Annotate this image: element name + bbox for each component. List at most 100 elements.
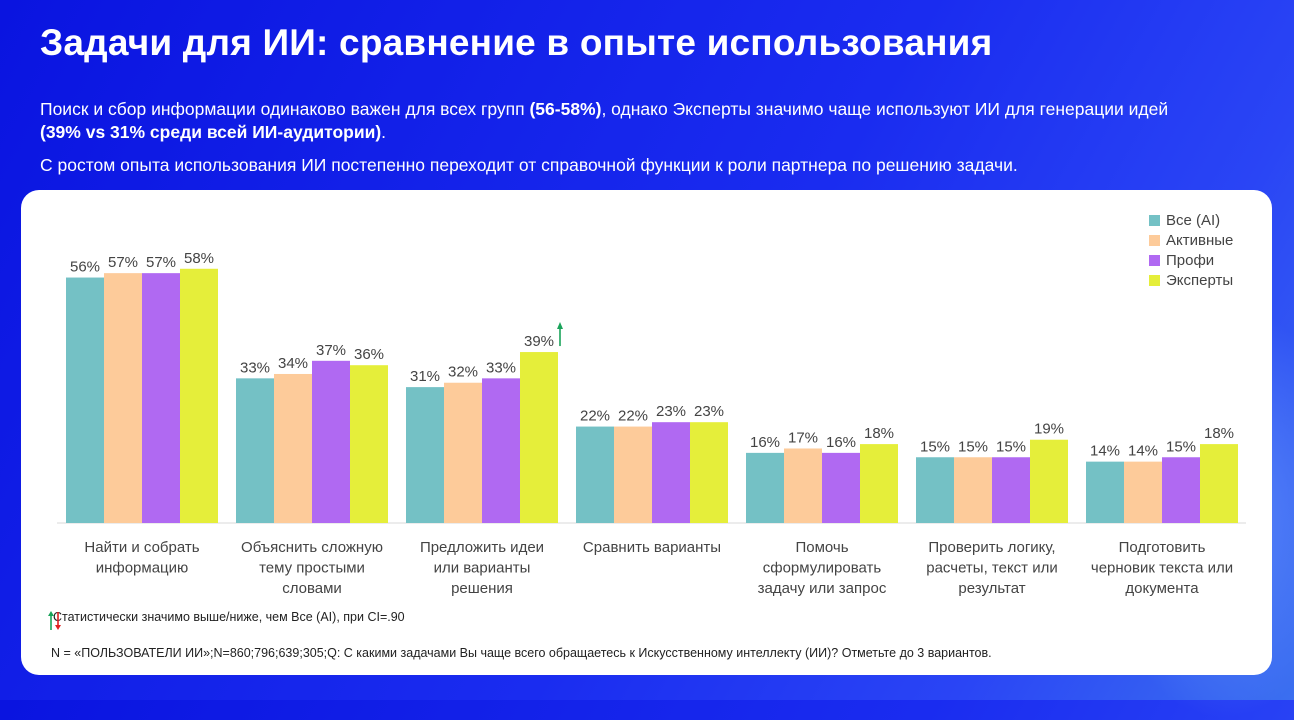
category-label-line: Объяснить сложную <box>241 539 383 556</box>
bar <box>142 273 180 523</box>
category-label: Предложить идеи или варианты решения <box>420 539 544 597</box>
bar-chart: 56% 57% 57% 58% Найти и собрать информацию 33%… <box>57 250 1246 597</box>
category-label-line: Сравнить варианты <box>583 539 721 556</box>
bar <box>916 457 954 523</box>
bar-value-label: 33% <box>240 359 270 376</box>
chart-card: 56% 57% 57% 58% Найти и собрать информацию 33%… <box>21 190 1272 675</box>
bar-value-label: 34% <box>278 355 308 372</box>
bar-value-label: 14% <box>1128 443 1158 460</box>
category-label-line: расчеты, текст или <box>926 560 1057 577</box>
legend-label: Активные <box>1166 231 1234 249</box>
category-label: Объяснить сложную тему простыми словами <box>241 539 383 597</box>
legend-item: Профи <box>1149 250 1233 270</box>
category-label-line: черновик текста или <box>1091 560 1233 577</box>
bar <box>1086 461 1124 523</box>
bar <box>992 457 1030 523</box>
bar-value-label: 16% <box>826 434 856 451</box>
bar-value-label: 22% <box>618 408 648 425</box>
bar-value-label: 17% <box>788 429 818 446</box>
page-title: Задачи для ИИ: сравнение в опыте использ… <box>40 22 993 63</box>
bar-value-label: 18% <box>1204 425 1234 442</box>
bar-value-label: 57% <box>146 254 176 271</box>
category-label-line: или варианты <box>434 560 531 577</box>
legend-label: Эксперты <box>1166 271 1234 289</box>
significant-up-icon <box>557 322 563 347</box>
legend-item: Все (AI) <box>1149 210 1233 230</box>
legend-label: Все (AI) <box>1166 211 1221 229</box>
category-label-line: Подготовить <box>1119 539 1206 556</box>
bar-value-label: 36% <box>354 346 384 363</box>
bar <box>1030 439 1068 523</box>
bar <box>312 360 350 523</box>
category-label: Найти и собрать информацию <box>84 539 199 577</box>
subtitle-text-3: . <box>381 122 387 142</box>
bar-value-label: 14% <box>1090 443 1120 460</box>
bar-value-label: 15% <box>958 438 988 455</box>
bar-value-label: 33% <box>486 359 516 376</box>
significance-text: Статистически значимо выше/ниже, чем Все… <box>53 610 405 624</box>
bar <box>180 268 218 523</box>
bar-value-label: 58% <box>184 250 214 267</box>
legend-item: Активные <box>1149 230 1233 250</box>
bar-value-label: 18% <box>864 425 894 442</box>
bar <box>406 387 444 523</box>
bar-value-label: 57% <box>108 254 138 271</box>
legend-swatch <box>1149 254 1160 266</box>
category-label-line: Помочь <box>795 539 848 556</box>
bar <box>784 448 822 523</box>
bar <box>236 378 274 523</box>
category-label-line: документа <box>1125 580 1199 597</box>
legend-swatch <box>1149 274 1160 286</box>
category-label-line: Найти и собрать <box>84 539 199 556</box>
bar-value-label: 31% <box>410 368 440 385</box>
category-label-line: решения <box>451 580 513 597</box>
category-label-line: тему простыми <box>259 560 365 577</box>
bar-value-label: 39% <box>524 333 554 350</box>
bar <box>444 382 482 523</box>
bar <box>1124 461 1162 523</box>
bar-value-label: 15% <box>1166 438 1196 455</box>
category-label-line: Предложить идеи <box>420 539 544 556</box>
bar-value-label: 19% <box>1034 421 1064 438</box>
legend-swatch <box>1149 214 1160 226</box>
category-label: Подготовить черновик текста или документа <box>1091 539 1233 597</box>
bar-value-label: 22% <box>580 408 610 425</box>
bar-value-label: 15% <box>996 438 1026 455</box>
page-subtitle-2: С ростом опыта использования ИИ постепен… <box>40 155 1018 175</box>
bar <box>614 426 652 523</box>
legend-label: Профи <box>1166 251 1215 269</box>
bar <box>1162 457 1200 523</box>
bar <box>954 457 992 523</box>
category-label-line: информацию <box>96 560 189 577</box>
bar <box>66 277 104 523</box>
base-footnote: N = «ПОЛЬЗОВАТЕЛИ ИИ»;N=860;796;639;305;… <box>51 646 992 660</box>
subtitle-text-1: Поиск и сбор информации одинаково важен … <box>40 99 530 119</box>
bar-value-label: 23% <box>694 403 724 420</box>
subtitle-bold-1: (56-58%) <box>529 99 602 119</box>
bar <box>350 365 388 523</box>
legend-item: Эксперты <box>1149 270 1233 290</box>
category-label-line: результат <box>958 580 1025 597</box>
bar <box>520 352 558 523</box>
bar-value-label: 32% <box>448 364 478 381</box>
significance-footnote: Статистически значимо выше/ниже, чем Все… <box>47 610 405 630</box>
page-subtitle: Поиск и сбор информации одинаково важен … <box>40 98 1200 144</box>
subtitle-bold-2: (39% vs 31% среди всей ИИ-аудитории) <box>40 122 382 142</box>
category-label: Помочь сформулировать задачу или запрос <box>758 539 887 597</box>
bar <box>652 422 690 523</box>
category-label: Сравнить варианты <box>583 539 721 556</box>
bar <box>1200 444 1238 523</box>
legend-swatch <box>1149 234 1160 246</box>
bar-value-label: 16% <box>750 434 780 451</box>
bar-value-label: 37% <box>316 342 346 359</box>
bar <box>482 378 520 523</box>
bar <box>860 444 898 523</box>
bar-value-label: 23% <box>656 403 686 420</box>
bar <box>822 452 860 523</box>
bar-value-label: 15% <box>920 438 950 455</box>
bar <box>690 422 728 523</box>
bar <box>746 452 784 523</box>
category-label-line: сформулировать <box>763 560 882 577</box>
chart-legend: Все (AI) Активные Профи Эксперты <box>1149 210 1233 290</box>
bar <box>576 426 614 523</box>
